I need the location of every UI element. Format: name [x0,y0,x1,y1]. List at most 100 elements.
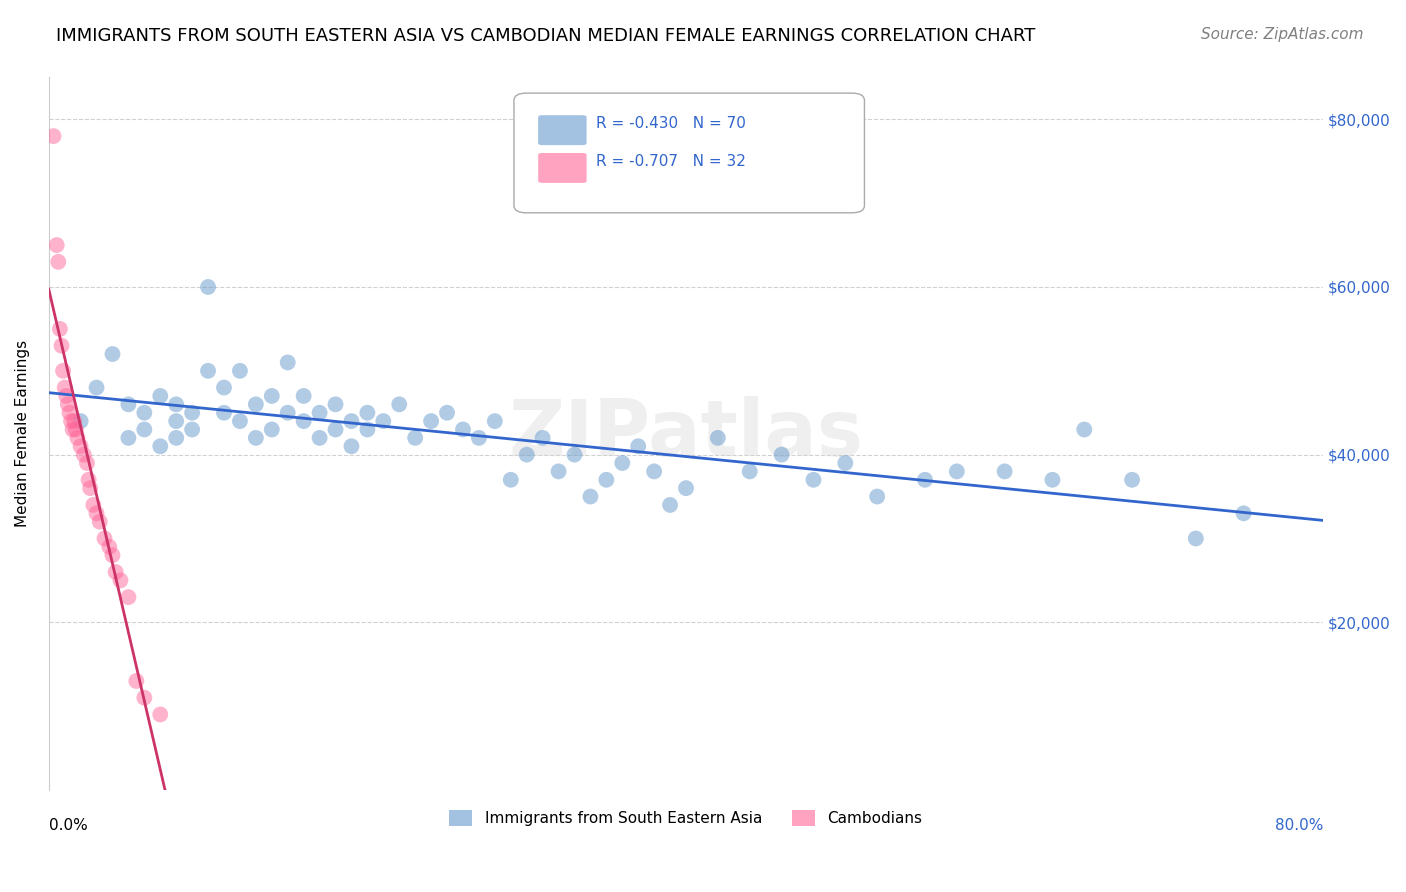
Point [55,389,77,403]
Text: R = -0.430   N = 70: R = -0.430 N = 70 [596,116,745,131]
Point [579,490,602,504]
Point [117,397,139,411]
Point [101,548,124,562]
FancyBboxPatch shape [515,93,865,213]
Point [66,431,89,445]
Point [1185,532,1208,546]
Point [547,464,569,478]
Point [325,422,347,436]
Point [914,473,936,487]
Point [707,431,730,445]
Point [89,515,111,529]
Point [451,422,474,436]
Point [98,540,121,554]
Point [484,414,506,428]
Point [62,422,84,436]
Point [110,574,132,588]
Legend: Immigrants from South Eastern Asia, Cambodians: Immigrants from South Eastern Asia, Camb… [443,804,929,832]
Point [994,464,1017,478]
Point [181,422,204,436]
Point [356,406,378,420]
Point [77,473,100,487]
Point [165,414,187,428]
Point [1042,473,1064,487]
Point [229,414,252,428]
Text: ZIPatlas: ZIPatlas [509,396,863,472]
Point [229,364,252,378]
Point [245,431,267,445]
Point [58,406,80,420]
Point [197,364,219,378]
Text: R = -0.707   N = 32: R = -0.707 N = 32 [596,153,745,169]
Point [42,129,65,144]
Point [82,498,104,512]
Point [675,481,697,495]
Point [1073,422,1095,436]
Point [770,448,793,462]
Point [946,464,969,478]
Point [292,414,315,428]
Point [79,481,101,495]
Point [86,506,108,520]
Point [595,473,617,487]
Point [63,414,86,428]
Point [627,439,650,453]
Point [93,532,115,546]
Point [51,339,73,353]
FancyBboxPatch shape [538,115,586,145]
Point [803,473,825,487]
Point [356,422,378,436]
Point [86,381,108,395]
Point [277,355,299,369]
Text: Source: ZipAtlas.com: Source: ZipAtlas.com [1201,27,1364,42]
Point [420,414,443,428]
Point [134,406,156,420]
Point [149,439,172,453]
Point [516,448,538,462]
Point [260,422,283,436]
Text: 80.0%: 80.0% [1275,819,1323,833]
Point [56,397,79,411]
Point [499,473,522,487]
Point [104,565,127,579]
Point [60,414,83,428]
Point [69,439,91,453]
Point [69,414,91,428]
Point [659,498,682,512]
Point [404,431,426,445]
Point [46,255,69,269]
Point [1121,473,1143,487]
Point [117,590,139,604]
Point [197,280,219,294]
Point [738,464,761,478]
Point [165,397,187,411]
Point [325,397,347,411]
Point [373,414,395,428]
Point [612,456,634,470]
Point [468,431,491,445]
Point [125,673,148,688]
Point [277,406,299,420]
Point [260,389,283,403]
Point [101,347,124,361]
Point [340,439,363,453]
Point [564,448,586,462]
Point [340,414,363,428]
Point [117,431,139,445]
Point [134,690,156,705]
Point [65,422,87,436]
Point [181,406,204,420]
Point [52,364,75,378]
Y-axis label: Median Female Earnings: Median Female Earnings [15,340,30,527]
Point [436,406,458,420]
Text: IMMIGRANTS FROM SOUTH EASTERN ASIA VS CAMBODIAN MEDIAN FEMALE EARNINGS CORRELATI: IMMIGRANTS FROM SOUTH EASTERN ASIA VS CA… [56,27,1036,45]
FancyBboxPatch shape [538,153,586,183]
Point [643,464,665,478]
Point [149,707,172,722]
Point [866,490,889,504]
Point [165,431,187,445]
Point [49,322,72,336]
Point [149,389,172,403]
Point [308,406,330,420]
Point [308,431,330,445]
